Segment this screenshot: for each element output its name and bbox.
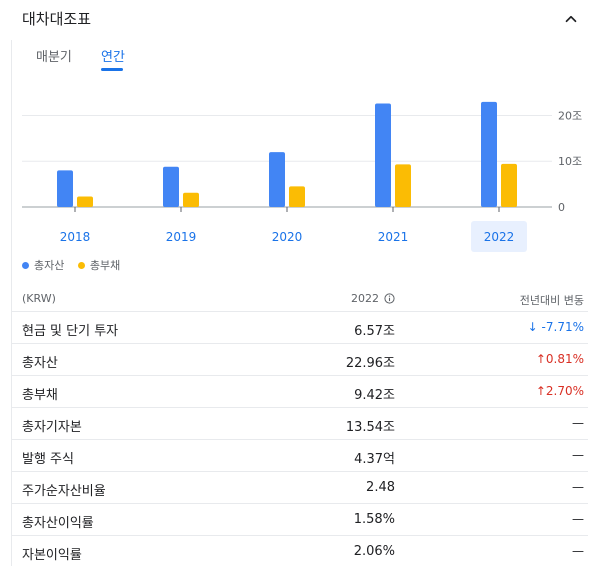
balance-chart: 0 10조 20조 2018 2019 2020 2021 2022	[22, 101, 582, 252]
row-label: 발행 주식	[22, 452, 74, 467]
row-label: 자본이익률	[22, 548, 82, 563]
bar-total-assets	[163, 166, 179, 207]
x-tick-label[interactable]: 2020	[272, 230, 303, 244]
arrow-up-icon: ↑	[535, 352, 546, 366]
table-row: 주가순자산비율 2.48 —	[11, 472, 588, 504]
row-label: 주가순자산비율	[22, 484, 106, 499]
bar-total-liabilities	[501, 163, 517, 207]
row-change: ↓ -7.71%	[528, 320, 584, 334]
arrow-down-icon: ↓	[527, 320, 542, 334]
table-row: 총자산 22.96조 ↑0.81%	[11, 344, 588, 376]
table-row: 현금 및 단기 투자 6.57조 ↓ -7.71%	[11, 312, 588, 344]
row-value: 1.58%	[353, 512, 395, 527]
info-icon[interactable]	[384, 293, 395, 304]
row-change: —	[572, 416, 584, 430]
row-value: 22.96조	[345, 356, 395, 371]
row-change-value: —	[572, 544, 584, 558]
row-value: 4.37억	[354, 452, 395, 467]
y-tick-label: 0	[558, 201, 565, 214]
card-border	[11, 40, 12, 566]
row-change-value: 0.81%	[545, 352, 584, 366]
bar-total-liabilities	[183, 192, 199, 207]
row-value: 2.06%	[353, 544, 395, 559]
legend-item-liabilities: 총부채	[77, 257, 121, 273]
selected-year-highlight	[471, 221, 527, 252]
legend-label-liabilities: 총부채	[89, 259, 121, 272]
x-tick-label[interactable]: 2019	[166, 230, 197, 244]
chart-legend: 총자산 총부채	[22, 257, 130, 273]
table-row: 발행 주식 4.37억 —	[11, 440, 588, 472]
year-header: 2022	[351, 292, 395, 305]
change-header: 전년대비 변동	[519, 294, 584, 307]
x-tick-label[interactable]: 2022	[484, 230, 515, 244]
bar-total-assets	[269, 152, 285, 207]
legend-item-assets: 총자산	[22, 257, 64, 273]
table-header: (KRW) 2022 전년대비 변동	[11, 282, 588, 312]
arrow-up-icon: ↑	[535, 384, 546, 398]
row-value: 2.48	[366, 480, 395, 495]
row-value: 13.54조	[345, 420, 395, 435]
bar-total-liabilities	[77, 196, 93, 207]
row-label: 총자산	[22, 356, 58, 371]
row-change: —	[572, 448, 584, 462]
x-tick-label[interactable]: 2018	[60, 230, 91, 244]
row-change-value: —	[572, 448, 584, 462]
row-change-value: 2.70%	[545, 384, 584, 398]
row-change: —	[572, 544, 584, 558]
chevron-up-icon[interactable]	[562, 10, 580, 28]
row-label: 총자기자본	[22, 420, 82, 435]
row-label: 총자산이익률	[22, 516, 94, 531]
row-change-value: —	[572, 512, 584, 526]
legend-dot-icon	[77, 261, 85, 269]
x-tick-label[interactable]: 2021	[378, 230, 409, 244]
bar-total-assets	[375, 103, 391, 207]
table-row: 총자산이익률 1.58% —	[11, 504, 588, 536]
card-header: 대차대조표	[22, 6, 588, 34]
row-value: 6.57조	[354, 324, 395, 339]
tab-quarterly[interactable]: 매분기	[36, 50, 72, 65]
table-row: 총부채 9.42조 ↑2.70%	[11, 376, 588, 408]
legend-dot-icon	[22, 261, 29, 269]
row-change: ↑2.70%	[536, 384, 584, 398]
y-tick-label: 20조	[558, 109, 582, 122]
row-change-value: —	[572, 480, 584, 494]
legend-label-assets: 총자산	[34, 259, 65, 272]
row-label: 현금 및 단기 투자	[22, 324, 119, 339]
row-change: —	[572, 480, 584, 494]
row-change: ↑0.81%	[536, 352, 584, 366]
bar-total-liabilities	[395, 164, 411, 207]
balance-table: (KRW) 2022 전년대비 변동 현금 및 단기 투자 6.57조 ↓ -7.7…	[11, 282, 588, 566]
bar-total-liabilities	[289, 186, 305, 207]
row-label: 총부채	[22, 388, 58, 403]
card-title: 대차대조표	[22, 10, 92, 28]
currency-header: (KRW)	[22, 292, 56, 305]
tab-annual[interactable]: 연간	[101, 50, 125, 65]
active-tab-underline	[101, 68, 123, 71]
row-change-value: —	[572, 416, 584, 430]
row-change-value: -7.71%	[541, 320, 584, 334]
row-change: —	[572, 512, 584, 526]
bar-total-assets	[481, 101, 497, 207]
table-row: 자본이익률 2.06% —	[11, 536, 588, 566]
year-header-label: 2022	[351, 292, 379, 305]
row-value: 9.42조	[354, 388, 395, 403]
table-row: 총자기자본 13.54조 —	[11, 408, 588, 440]
bar-total-assets	[57, 170, 73, 207]
y-tick-label: 10조	[558, 155, 582, 168]
